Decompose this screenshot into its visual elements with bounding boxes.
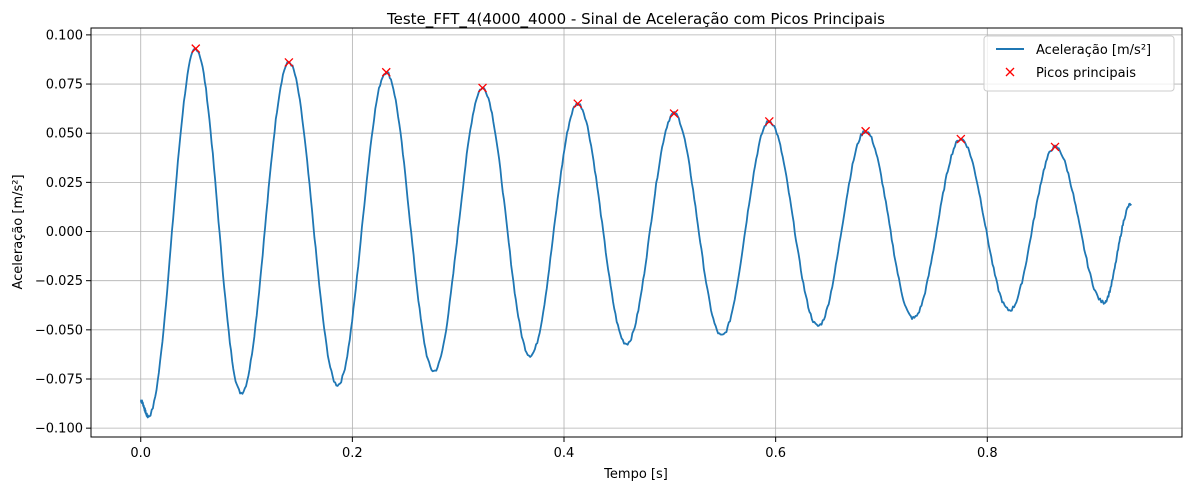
peak-marker-stroke [669,109,679,118]
y-axis-label: Aceleração [m/s²] [11,174,26,289]
peak-marker [191,44,201,54]
y-tick-label: 0.025 [46,176,83,191]
y-tick-label: −0.050 [35,323,83,338]
y-tick-label: 0.100 [46,28,83,43]
y-tick-label: 0.075 [46,78,83,93]
peak-marker [764,116,774,126]
peak-marker [861,126,871,136]
peak-marker-stroke [1050,142,1060,152]
chart-title: Teste_FFT_4(4000_4000 - Sinal de Acelera… [386,10,885,29]
peak-marker-stroke [381,67,391,77]
legend-marker-swatch [1005,67,1015,77]
peak-marker [381,67,391,77]
legend-label-peaks: Picos principais [1036,66,1136,81]
y-axis-ticks: −0.100 −0.075 −0.050 −0.025 0.000 0.025 0.050 0… [35,28,91,437]
peak-marker-stroke [284,57,294,67]
peak-marker-stroke [764,116,774,126]
x-axis-ticks: 0.0 0.2 0.4 0.6 0.8 [130,437,998,461]
y-tick-label: 0.050 [46,127,83,142]
peak-marker [1050,142,1060,152]
axes-frame [90,27,1183,438]
peak-marker [669,109,679,118]
peak-marker [478,83,487,93]
y-tick-label: −0.025 [35,274,83,289]
peak-marker [956,134,966,144]
plot-area [140,44,1132,419]
x-axis-label: Tempo [s] [603,467,668,482]
legend-label-signal: Aceleração [m/s²] [1036,43,1151,58]
peak-marker-stroke [478,83,487,93]
x-tick-label: 0.0 [130,446,151,461]
y-tick-label: 0.000 [46,225,83,240]
x-tick-label: 0.2 [342,446,363,461]
x-tick-label: 0.6 [765,446,786,461]
peak-marker-stroke [861,126,871,136]
legend-box [983,35,1175,92]
peak-marker-stroke [956,134,966,144]
x-tick-label: 0.4 [554,446,575,461]
y-tick-label: −0.100 [35,422,83,437]
peak-marker [573,99,583,109]
y-tick-label: −0.075 [35,372,83,387]
x-tick-label: 0.8 [977,446,998,461]
peak-marker-stroke [191,44,201,54]
peak-marker-stroke [573,99,583,109]
acceleration-series-line [140,47,1132,419]
legend: Aceleração [m/s²] Picos principais [983,35,1175,92]
peak-marker [284,57,294,67]
